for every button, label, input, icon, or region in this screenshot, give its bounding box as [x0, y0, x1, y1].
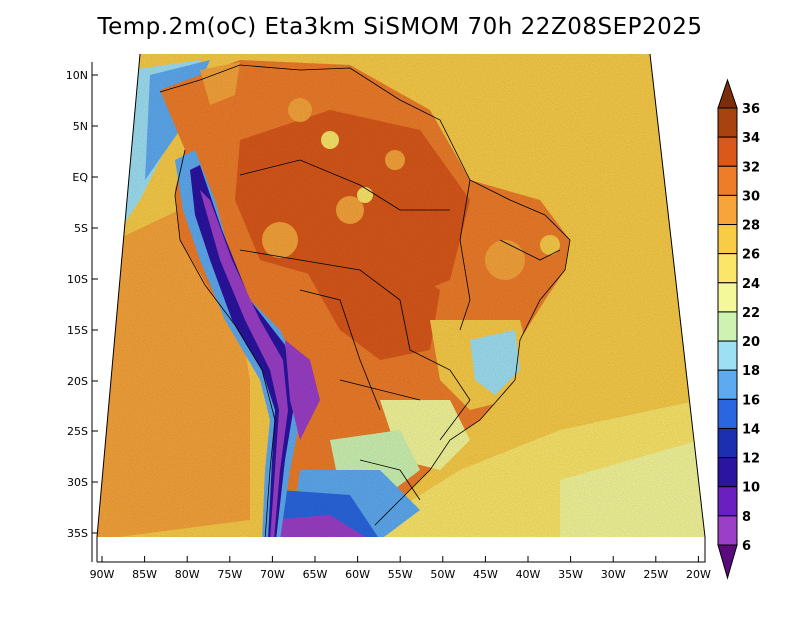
colorbar-bin [717, 224, 738, 255]
map-frame-bottom [96, 537, 706, 563]
colorbar-bin [717, 340, 738, 371]
lat-tick-label: 10N [66, 69, 88, 82]
colorbar-bin [717, 515, 738, 546]
colorbar-bin [717, 253, 738, 284]
colorbar-bin [717, 369, 738, 400]
lon-tick-label: 80W [175, 568, 200, 581]
border-1 [239, 159, 450, 211]
border-5 [339, 379, 421, 401]
coastline-east [159, 64, 571, 526]
lat-tick-label: 10S [67, 273, 88, 286]
colorbar-label: 18 [742, 364, 760, 379]
lon-tick-label: 50W [430, 568, 455, 581]
lon-tick-label: 75W [217, 568, 242, 581]
colorbar-bin [717, 486, 738, 517]
coastline-west [174, 149, 276, 537]
map-title: Temp.2m(oC) Eta3km SiSMOM 70h 22Z08SEP20… [97, 14, 703, 40]
lon-tick-label: 40W [516, 568, 541, 581]
map-frame-sides [96, 53, 706, 538]
lon-tick-label: 85W [132, 568, 157, 581]
political-borders [159, 64, 571, 537]
border-7 [459, 179, 471, 331]
border-2 [239, 249, 411, 351]
colorbar-label: 30 [742, 189, 760, 204]
lon-tick-label: 30W [601, 568, 626, 581]
colorbar-label: 8 [742, 510, 751, 525]
colorbar-label: 26 [742, 248, 760, 263]
lon-tick-label: 55W [388, 568, 413, 581]
lon-tick-label: 60W [345, 568, 370, 581]
colorbar-label: 16 [742, 393, 760, 408]
colorbar-bin [717, 398, 738, 429]
colorbar-bin [717, 107, 738, 138]
lon-tick-label: 25W [643, 568, 668, 581]
colorbar-label: 32 [742, 160, 760, 175]
colorbar-label: 12 [742, 452, 760, 467]
border-4 [409, 349, 471, 441]
colorbar-bin [717, 311, 738, 342]
longitude-axis: 90W 85W 80W 75W 70W 65W 60W 55W 50W 45W 40W 35W 30W 2… [90, 556, 711, 581]
colorbar-label: 6 [742, 539, 751, 554]
lat-tick-label: 5S [74, 222, 88, 235]
border-6 [359, 459, 421, 501]
lon-tick-label: 70W [260, 568, 285, 581]
border-3 [299, 289, 381, 411]
colorbar-label: 28 [742, 219, 760, 234]
colorbar-bin [717, 136, 738, 167]
colorbar-label: 36 [742, 102, 760, 117]
colorbar: 36 34 32 30 28 26 24 22 20 18 16 14 12 10 8 6 [717, 78, 760, 580]
colorbar-label: 22 [742, 306, 760, 321]
lon-tick-label: 45W [473, 568, 498, 581]
colorbar-bin [717, 427, 738, 459]
lat-tick-label: 35S [67, 527, 88, 540]
temperature-field [97, 54, 705, 537]
border-8 [499, 239, 561, 261]
colorbar-bottom-arrow [717, 544, 738, 580]
colorbar-label: 34 [742, 131, 760, 146]
colorbar-top-arrow [717, 78, 738, 109]
lat-tick-label: 30S [67, 476, 88, 489]
colorbar-label: 10 [742, 481, 760, 496]
colorbar-bin [717, 165, 738, 196]
colorbar-bin [717, 282, 738, 313]
colorbar-bin [717, 194, 738, 226]
colorbar-label: 14 [742, 422, 760, 437]
lat-tick-label: 25S [67, 425, 88, 438]
lon-tick-label: 35W [558, 568, 583, 581]
colorbar-label: 24 [742, 277, 760, 292]
lat-tick-label: EQ [72, 171, 88, 184]
lon-tick-label: 65W [303, 568, 328, 581]
colorbar-bin [717, 457, 738, 488]
lat-tick-label: 5N [73, 120, 88, 133]
lat-tick-label: 15S [67, 324, 88, 337]
lat-tick-label: 20S [67, 375, 88, 388]
latitude-axis: 10N 5N EQ 5S 10S 15S 20S 25S 30S 35S [66, 69, 98, 540]
lon-tick-label: 20W [686, 568, 711, 581]
colorbar-label: 20 [742, 335, 760, 350]
lon-tick-label: 90W [90, 568, 115, 581]
